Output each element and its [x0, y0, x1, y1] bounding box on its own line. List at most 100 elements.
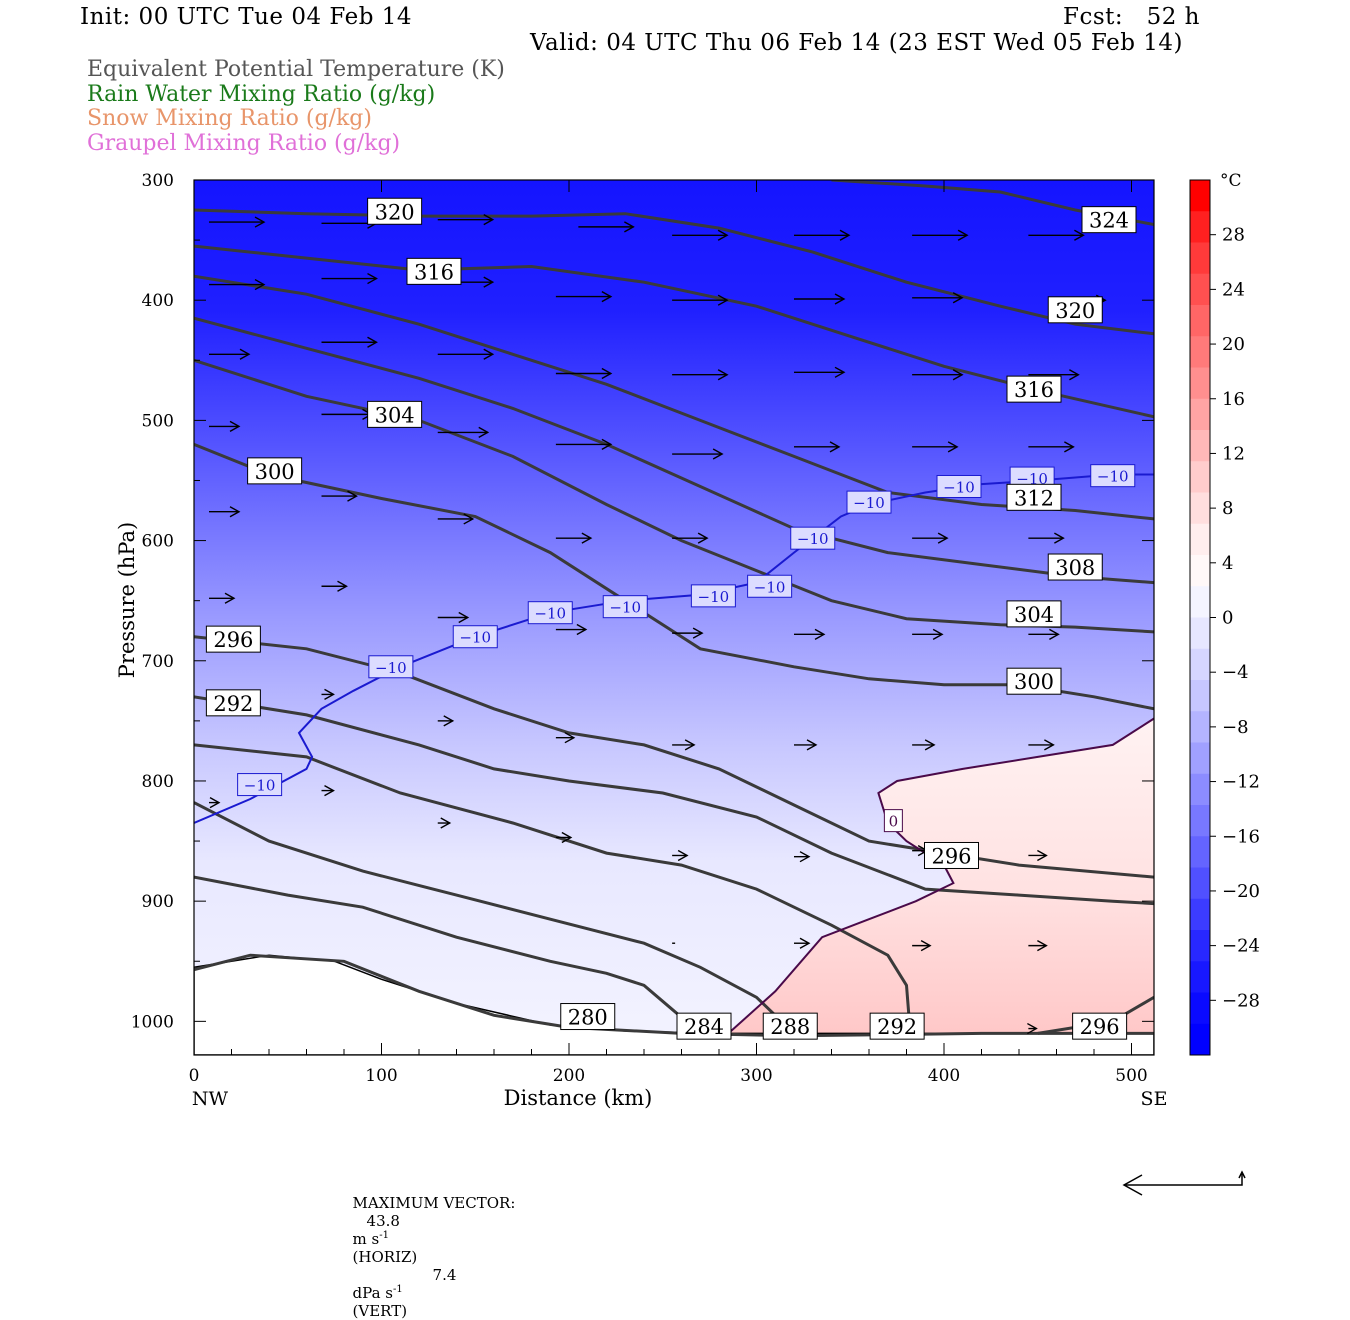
colorbar-swatch [1190, 961, 1210, 993]
max-vector-label: MAXIMUM VECTOR: [352, 1194, 516, 1212]
colorbar-swatch [1190, 1023, 1210, 1056]
temp-label-minus10: −10 [1016, 470, 1048, 488]
temperature-colorbar: 28 24 20 16 12 8 4 0 −4 −8 −12 −16 −20 −24 −28 °C [1189, 171, 1260, 1056]
x-tick-label: 0 [189, 1066, 200, 1086]
x-axis-label: Distance (km) [504, 1086, 653, 1110]
theta-label-box [1006, 375, 1062, 403]
colorbar-tick-label: 24 [1222, 279, 1245, 300]
colorbar-tick-label: −4 [1222, 662, 1249, 683]
colorbar-tick-label: −8 [1222, 717, 1249, 738]
wind-vector-head [229, 506, 241, 518]
theta-label: 288 [770, 1015, 810, 1039]
y-axis-label: Pressure (hPa) [115, 522, 139, 678]
wind-vector-head [561, 831, 573, 844]
theta-label-box [1081, 206, 1137, 234]
wind-vector-head [799, 851, 811, 863]
horiz-value: 43.8 [366, 1212, 400, 1230]
wind-vector-head [229, 420, 241, 433]
colorbar-swatch [1190, 305, 1210, 337]
theta-label-box [1047, 296, 1103, 324]
wind-vector-head [717, 294, 729, 306]
wind-vector-head [564, 732, 576, 744]
theta-label: 304 [375, 403, 415, 427]
temp-label-minus10: −10 [943, 478, 975, 496]
horiz-tag: (HORIZ) [352, 1248, 418, 1266]
colorbar-swatch [1190, 773, 1210, 806]
temp-label-box [1090, 464, 1136, 488]
colorbar-swatch [1190, 273, 1210, 306]
temp-label-minus10: −10 [244, 777, 276, 795]
colorbar-swatch [1190, 805, 1210, 837]
y-tick-label: 600 [142, 532, 174, 552]
wind-vector-head [601, 290, 613, 303]
colorbar-tick-label: 8 [1222, 498, 1233, 519]
wind-vector-head [952, 369, 964, 381]
colorbar-tick-label: 12 [1222, 443, 1245, 464]
theta-label-box [676, 1012, 732, 1040]
theta-label-box [367, 197, 423, 225]
legend-graupel: Graupel Mixing Ratio (g/kg) [87, 131, 401, 156]
y-tick-label: 500 [142, 411, 174, 431]
colorbar-swatch [1190, 930, 1210, 962]
theta-label-box [1006, 483, 1062, 511]
wind-vector-head [209, 796, 221, 809]
theta-label-box [367, 400, 423, 428]
theta-label: 296 [1080, 1015, 1120, 1039]
legend-theta-e: Equivalent Potential Temperature (K) [87, 57, 505, 82]
theta-label: 280 [568, 1006, 608, 1030]
wind-vector-head [1054, 532, 1065, 544]
wind-vector-head [1027, 1022, 1038, 1035]
wind-vector-head [254, 278, 266, 291]
theta-label-box [247, 457, 303, 485]
temp-label-minus10: −10 [534, 605, 566, 623]
y-tick-label: 900 [142, 892, 174, 912]
temp-label-box [452, 625, 498, 649]
wind-vector-head [254, 216, 266, 228]
theta-e-contour-316 [194, 244, 1154, 419]
colorbar-tick-label: 28 [1222, 225, 1245, 246]
theta-label-box [924, 841, 979, 869]
colorbar-tick-label: 20 [1222, 334, 1245, 355]
wind-vector-head [324, 688, 335, 701]
x-tick-label: 400 [928, 1066, 960, 1086]
colorbar-tick-label: −24 [1222, 936, 1260, 957]
se-end-label: SE [1141, 1088, 1168, 1110]
vert-value: 7.4 [432, 1266, 457, 1284]
theta-label-box [205, 625, 261, 653]
wind-vector-head [839, 229, 851, 241]
theta-label: 312 [1014, 486, 1054, 510]
theta-label: 324 [1089, 209, 1129, 233]
temp-label-zero: 0 [889, 813, 899, 831]
wind-vector-head [717, 229, 729, 241]
theta-e-contour-308 [194, 316, 1154, 585]
x-tick-label: 300 [740, 1066, 772, 1086]
temp-label-box [883, 809, 903, 833]
wind-vector-head [1069, 369, 1080, 381]
wind-vector-head [947, 441, 959, 453]
theta-label-box [1072, 1012, 1128, 1040]
wind-vector-head [483, 276, 495, 288]
wind-vector-head [957, 229, 969, 241]
wind-vector-head [239, 348, 251, 360]
colorbar-unit: °C [1220, 171, 1242, 191]
horiz-exponent: -1 [379, 1230, 389, 1241]
wind-vector-head [1044, 739, 1055, 751]
temp-label-box [790, 526, 836, 550]
colorbar-swatch [1190, 898, 1210, 931]
temp-label-minus10: −10 [853, 494, 885, 512]
wind-vector-head [692, 627, 704, 639]
temp-label-minus10: −10 [459, 629, 491, 647]
temp-label-minus10: −10 [1097, 468, 1129, 486]
theta-label-box [560, 1003, 616, 1031]
wind-vector-head [443, 715, 455, 727]
temp-label-box [846, 490, 892, 514]
theta-label: 284 [684, 1015, 724, 1039]
wind-vector-head [478, 426, 490, 439]
wind-vector-head [337, 580, 348, 592]
theta-label-box [869, 1012, 925, 1040]
wind-vector-head [483, 214, 495, 226]
theta-e-contour-284 [194, 875, 702, 1035]
wind-vector-head [601, 367, 613, 380]
theta-label: 300 [255, 460, 295, 484]
wind-vector-head [920, 940, 932, 952]
